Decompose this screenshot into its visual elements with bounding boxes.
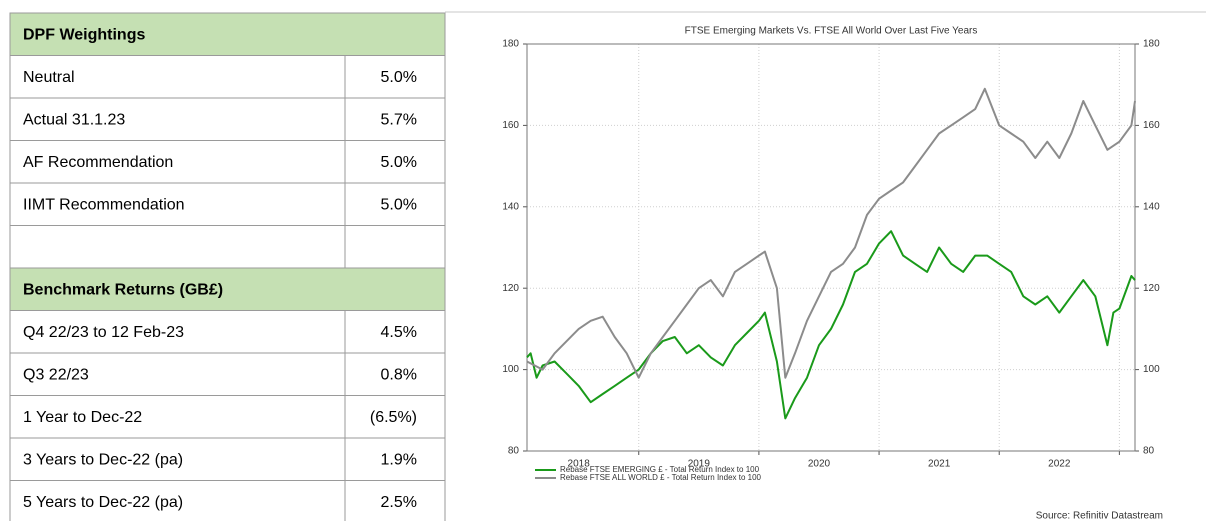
y2-tick-label: 80 bbox=[1143, 446, 1155, 457]
row-value: (6.5%) bbox=[370, 409, 417, 426]
table-row bbox=[9, 480, 446, 521]
section-header bbox=[9, 267, 446, 311]
row-label: AF Recommendation bbox=[23, 154, 173, 171]
section-title: DPF Weightings bbox=[23, 26, 145, 43]
row-label: Q4 22/23 to 12 Feb-23 bbox=[23, 324, 184, 341]
row-label: Neutral bbox=[23, 69, 75, 86]
y2-tick-label: 140 bbox=[1143, 201, 1160, 212]
series-line bbox=[526, 230, 1136, 420]
row-value: 0.8% bbox=[381, 366, 417, 383]
y-tick-label: 100 bbox=[502, 364, 519, 375]
plot-frame bbox=[526, 43, 1136, 452]
table-row bbox=[9, 182, 446, 226]
x-tick-label: 2020 bbox=[808, 459, 831, 470]
row-value: 5.7% bbox=[381, 111, 417, 128]
y-tick-label: 80 bbox=[508, 446, 520, 457]
row-value: 4.5% bbox=[381, 324, 417, 341]
y2-tick-label: 120 bbox=[1143, 283, 1160, 294]
y2-tick-label: 100 bbox=[1143, 364, 1160, 375]
row-value: 5.0% bbox=[381, 196, 417, 213]
y-tick-label: 160 bbox=[502, 120, 519, 131]
row-label: Q3 22/23 bbox=[23, 366, 89, 383]
x-tick-label: 2019 bbox=[688, 459, 711, 470]
legend-label: Rebase FTSE EMERGING £ - Total Return In… bbox=[560, 465, 760, 474]
row-label: 5 Years to Dec-22 (pa) bbox=[23, 494, 183, 511]
row-value: 5.0% bbox=[381, 154, 417, 171]
source: Source: Refinitiv Datastream bbox=[1036, 511, 1163, 521]
x-tick-label: 2022 bbox=[1048, 459, 1071, 470]
section-title: Benchmark Returns (GB£) bbox=[23, 281, 223, 298]
y2-tick-label: 180 bbox=[1143, 39, 1160, 50]
table-row bbox=[9, 437, 446, 481]
y-tick-label: 120 bbox=[502, 283, 519, 294]
table-row bbox=[9, 352, 446, 396]
series-line bbox=[526, 87, 1136, 379]
row-label: 3 Years to Dec-22 (pa) bbox=[23, 451, 183, 468]
row-value: 1.9% bbox=[381, 451, 417, 468]
legend-label: Rebase FTSE ALL WORLD £ - Total Return I… bbox=[560, 473, 762, 482]
chart-title: FTSE Emerging Markets Vs. FTSE All World… bbox=[685, 26, 978, 37]
row-value: 2.5% bbox=[381, 494, 417, 511]
x-tick-label: 2018 bbox=[568, 459, 591, 470]
row-value: 5.0% bbox=[381, 69, 417, 86]
x-tick-label: 2021 bbox=[928, 459, 951, 470]
y-tick-label: 140 bbox=[502, 201, 519, 212]
y2-tick-label: 160 bbox=[1143, 120, 1160, 131]
row-label: IIMT Recommendation bbox=[23, 196, 185, 213]
table-row bbox=[9, 55, 446, 99]
table-row bbox=[9, 310, 446, 354]
spacer-row bbox=[9, 225, 446, 269]
table-row bbox=[9, 97, 446, 141]
row-label: 1 Year to Dec-22 bbox=[23, 409, 142, 426]
row-label: Actual 31.1.23 bbox=[23, 111, 125, 128]
y-tick-label: 180 bbox=[502, 39, 519, 50]
